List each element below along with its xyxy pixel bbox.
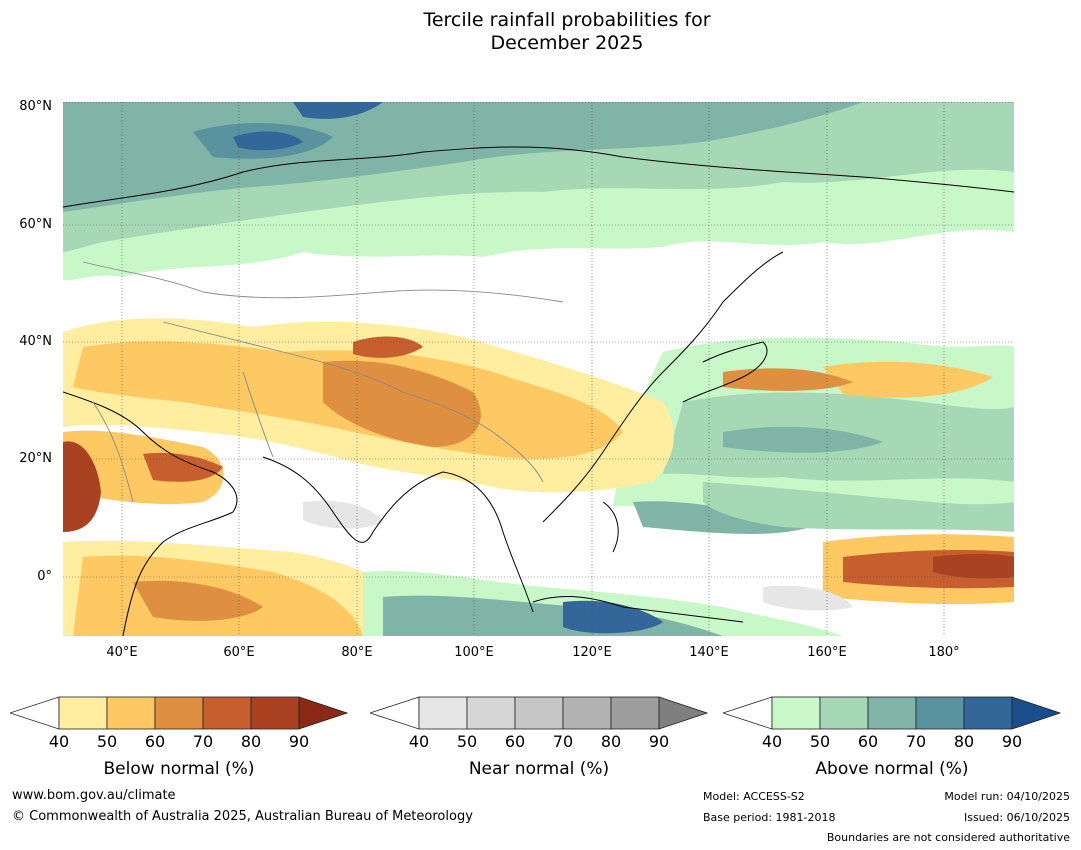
above-normal-colorbar xyxy=(723,696,1061,730)
below-normal-tick: 80 xyxy=(240,732,262,751)
lon-label-140e: 140°E xyxy=(689,645,729,660)
footer-website-link[interactable]: www.bom.gov.au/climate xyxy=(12,788,176,803)
above-normal-swatch-3 xyxy=(867,696,917,730)
below-normal-swatch-4 xyxy=(202,696,252,730)
near-normal-colorbar xyxy=(370,696,708,730)
above-normal-tick: 50 xyxy=(809,732,831,751)
above-normal-swatch-2 xyxy=(819,696,869,730)
below-normal-upper-arrow xyxy=(298,696,348,730)
below-normal-swatch-2 xyxy=(106,696,156,730)
above-normal-swatch-4 xyxy=(915,696,965,730)
above-normal-tick: 60 xyxy=(857,732,879,751)
below-normal-swatch-5 xyxy=(250,696,300,730)
near-normal-title: Near normal (%) xyxy=(468,759,610,779)
footer-issued: Issued: 06/10/2025 xyxy=(963,811,1070,824)
near-normal-tick: 60 xyxy=(504,732,526,751)
near-normal-tick: 90 xyxy=(648,732,670,751)
below-normal-swatch-1 xyxy=(58,696,108,730)
below-normal-tick: 70 xyxy=(192,732,214,751)
lon-label-120e: 120°E xyxy=(572,645,612,660)
rainfall-probability-map xyxy=(63,102,1014,636)
lat-label-equator: 0° xyxy=(37,569,52,584)
near-normal-swatch-2 xyxy=(466,696,516,730)
near-normal-swatch-1 xyxy=(418,696,468,730)
near-normal-upper-arrow xyxy=(658,696,708,730)
near-normal-swatch-4 xyxy=(562,696,612,730)
below-normal-title: Below normal (%) xyxy=(103,759,255,779)
map-title: Tercile rainfall probabilities for Decem… xyxy=(0,9,1081,55)
below-normal-lower-arrow xyxy=(10,696,60,730)
above-normal-swatch-1 xyxy=(771,696,821,730)
above-normal-tick: 80 xyxy=(953,732,975,751)
above-normal-tick: 90 xyxy=(1001,732,1023,751)
lat-label-20n: 20°N xyxy=(19,451,52,466)
near-normal-tick: 80 xyxy=(600,732,622,751)
near-normal-swatch-5 xyxy=(610,696,660,730)
map-title-line-1: Tercile rainfall probabilities for xyxy=(423,9,711,31)
lon-label-60e: 60°E xyxy=(223,645,255,660)
near-normal-tick: 50 xyxy=(456,732,478,751)
near-normal-lower-arrow xyxy=(370,696,420,730)
lon-label-100e: 100°E xyxy=(454,645,494,660)
near-normal-tick: 70 xyxy=(552,732,574,751)
above-normal-title: Above normal (%) xyxy=(815,759,969,779)
map-canvas xyxy=(63,102,1014,636)
below-normal-tick: 60 xyxy=(144,732,166,751)
below-normal-swatch-3 xyxy=(154,696,204,730)
lon-label-160e: 160°E xyxy=(807,645,847,660)
lon-label-40e: 40°E xyxy=(106,645,138,660)
footer-base-period: Base period: 1981-2018 xyxy=(703,811,836,824)
lat-label-80n: 80°N xyxy=(19,99,52,114)
above-normal-tick: 70 xyxy=(905,732,927,751)
near-normal-swatch-3 xyxy=(514,696,564,730)
above-normal-lower-arrow xyxy=(723,696,773,730)
lat-label-60n: 60°N xyxy=(19,217,52,232)
footer-copyright: © Commonwealth of Australia 2025, Austra… xyxy=(12,809,473,824)
below-normal-tick: 40 xyxy=(48,732,70,751)
footer-disclaimer: Boundaries are not considered authoritat… xyxy=(826,831,1070,844)
below-normal-tick: 90 xyxy=(288,732,310,751)
footer-model: Model: ACCESS-S2 xyxy=(703,790,805,803)
above-normal-tick: 40 xyxy=(761,732,783,751)
footer-model-run: Model run: 04/10/2025 xyxy=(944,790,1070,803)
below-normal-colorbar xyxy=(10,696,348,730)
above-normal-swatch-5 xyxy=(963,696,1013,730)
lat-label-40n: 40°N xyxy=(19,334,52,349)
above-normal-upper-arrow xyxy=(1011,696,1061,730)
lon-label-180: 180° xyxy=(928,645,960,660)
below-normal-tick: 50 xyxy=(96,732,118,751)
map-title-line-2: December 2025 xyxy=(490,32,644,54)
near-normal-tick: 40 xyxy=(408,732,430,751)
lon-label-80e: 80°E xyxy=(341,645,373,660)
